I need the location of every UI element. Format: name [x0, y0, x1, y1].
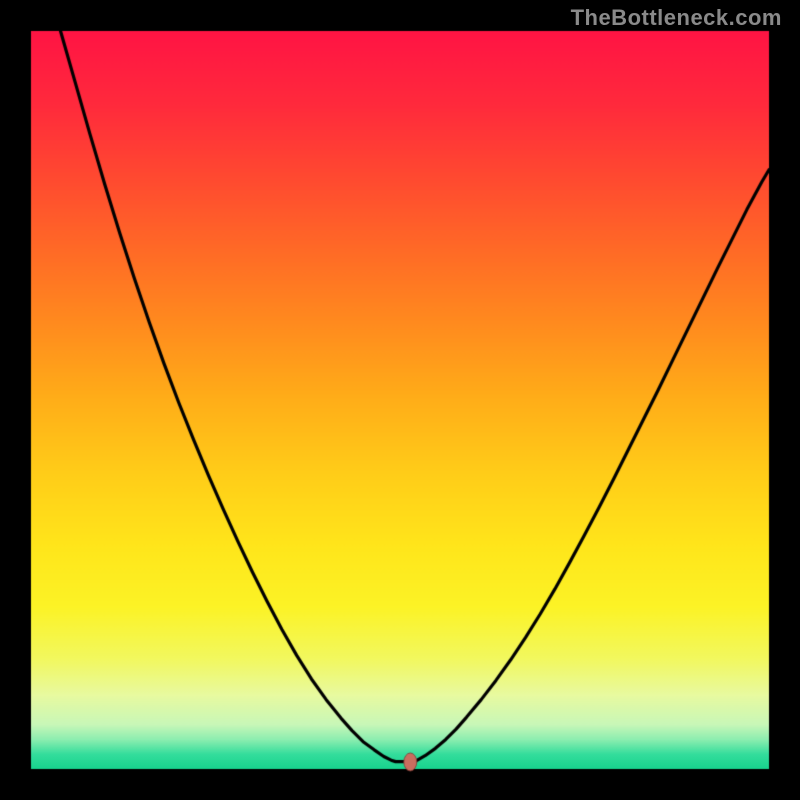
watermark-text: TheBottleneck.com [571, 5, 782, 31]
chart-container: { "watermark": { "text": "TheBottleneck.… [0, 0, 800, 800]
gradient-chart-canvas [0, 0, 800, 800]
